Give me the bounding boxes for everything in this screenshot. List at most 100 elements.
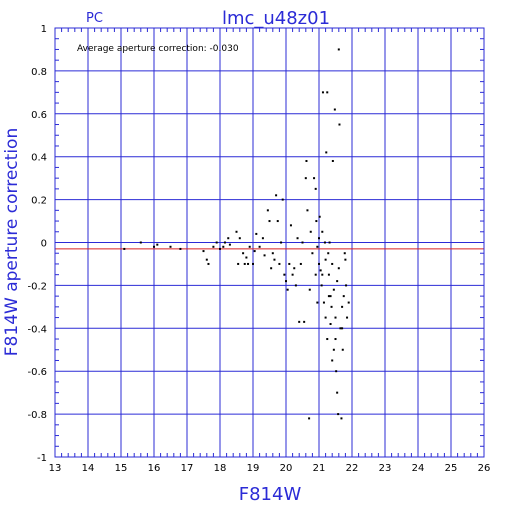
- data-point: [309, 230, 312, 233]
- data-point: [330, 305, 333, 308]
- data-point: [235, 230, 238, 233]
- x-tick-label: 25: [445, 463, 458, 474]
- data-point: [345, 284, 348, 287]
- data-point: [308, 417, 311, 420]
- data-point: [304, 177, 307, 180]
- data-point: [215, 241, 218, 244]
- data-point: [321, 273, 324, 276]
- data-point: [273, 258, 276, 261]
- data-point: [270, 267, 273, 270]
- data-point: [332, 348, 335, 351]
- y-tick-label: 0.8: [31, 67, 47, 78]
- data-point: [271, 252, 274, 255]
- data-point: [303, 320, 306, 323]
- data-point: [294, 284, 297, 287]
- data-point: [331, 262, 334, 265]
- data-point: [327, 252, 330, 255]
- data-point: [293, 267, 296, 270]
- data-point: [219, 247, 221, 250]
- data-point: [333, 108, 336, 111]
- data-point: [223, 241, 226, 244]
- data-point: [344, 258, 347, 261]
- data-point: [313, 177, 316, 180]
- y-tick-label: -0.2: [27, 281, 47, 292]
- data-point: [252, 262, 254, 265]
- y-axis-label: F814W aperture correction: [2, 128, 22, 356]
- y-tick-label: -0.8: [27, 410, 47, 421]
- data-point: [321, 230, 324, 233]
- data-point: [275, 194, 278, 197]
- y-tick-label: 0: [41, 239, 47, 250]
- data-point: [326, 338, 329, 341]
- data-point: [169, 245, 172, 248]
- data-point: [336, 280, 339, 283]
- data-point: [334, 338, 337, 341]
- y-tick-label: -0.6: [27, 367, 47, 378]
- data-point: [316, 245, 319, 248]
- data-point: [266, 209, 269, 212]
- data-point: [316, 301, 319, 304]
- data-point: [331, 159, 334, 162]
- x-tick-label: 20: [280, 463, 293, 474]
- chart-title: lmc_u48z01: [222, 8, 330, 29]
- data-point: [268, 220, 271, 223]
- x-tick-labels: 13 14 15 16 17 18 19 20 21 22 23 24 25 26: [49, 463, 491, 474]
- data-point: [153, 245, 155, 248]
- data-point: [263, 254, 266, 257]
- data-point: [298, 320, 301, 323]
- data-point: [341, 305, 344, 308]
- data-point: [336, 391, 339, 394]
- y-tick-label: 0.6: [31, 110, 47, 121]
- data-point: [328, 241, 331, 244]
- data-point: [327, 295, 330, 298]
- data-point: [342, 295, 345, 298]
- data-point: [347, 301, 350, 304]
- data-point: [243, 262, 246, 265]
- data-point: [318, 262, 320, 265]
- data-point: [340, 417, 343, 420]
- data-point: [329, 295, 332, 298]
- data-point: [314, 187, 317, 190]
- data-point: [320, 284, 323, 287]
- data-point: [283, 273, 286, 276]
- data-point: [245, 256, 248, 259]
- y-tick-label: 0.4: [31, 153, 47, 164]
- data-point: [343, 252, 346, 255]
- data-point: [156, 243, 159, 246]
- data-point: [289, 224, 292, 227]
- data-point: [261, 237, 264, 240]
- x-tick-label: 22: [346, 463, 359, 474]
- data-point: [329, 323, 332, 326]
- data-point: [278, 262, 281, 265]
- data-point: [288, 262, 291, 265]
- data-point: [322, 301, 325, 304]
- data-point: [318, 237, 320, 240]
- data-point: [280, 241, 283, 244]
- data-point: [301, 241, 304, 244]
- data-point: [315, 220, 318, 223]
- data-point: [338, 123, 341, 126]
- data-point: [202, 250, 205, 253]
- data-point: [222, 245, 225, 248]
- data-point: [323, 241, 326, 244]
- data-point: [324, 316, 327, 319]
- data-point: [314, 273, 317, 276]
- data-point: [139, 241, 142, 244]
- x-tick-label: 16: [148, 463, 161, 474]
- y-tick-label: -1: [37, 453, 47, 464]
- data-point: [227, 237, 230, 240]
- data-point: [332, 288, 335, 291]
- data-point: [319, 269, 322, 272]
- data-point: [308, 288, 311, 291]
- y-tick-labels: -1 -0.8 -0.6 -0.4 -0.2 0 0.2 0.4 0.6 0.8 1: [27, 24, 47, 464]
- data-point: [212, 245, 215, 248]
- data-point: [285, 280, 287, 283]
- x-axis-label: F814W: [239, 484, 302, 505]
- data-point: [346, 316, 349, 319]
- data-point: [247, 262, 250, 265]
- x-tick-label: 15: [115, 463, 128, 474]
- data-point: [341, 348, 344, 351]
- x-tick-label: 17: [181, 463, 194, 474]
- data-point: [253, 250, 256, 253]
